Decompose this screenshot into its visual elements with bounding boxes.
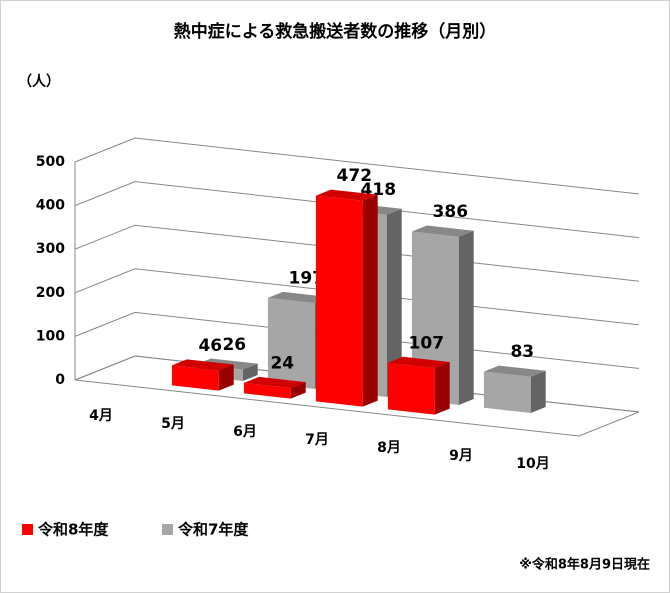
y-tick-label: 400 — [36, 198, 65, 214]
bar-side — [434, 361, 450, 415]
grid-line — [74, 181, 640, 239]
bar-side — [218, 364, 234, 391]
data-label: 197 — [289, 269, 325, 289]
bar-side — [386, 208, 402, 397]
note: ※令和8年8月9日現在 — [519, 557, 650, 573]
x-tick-label: 5月 — [161, 416, 185, 432]
y-tick-label: 200 — [36, 285, 65, 301]
bar-side — [290, 382, 306, 399]
data-label: 26 — [222, 335, 246, 355]
bar-front — [483, 371, 531, 413]
legend-label: 令和7年度 — [178, 521, 249, 539]
bar — [387, 356, 450, 415]
bar-front — [315, 195, 363, 407]
y-tick-label: 500 — [36, 154, 65, 170]
bar-front — [171, 365, 219, 391]
y-axis-label: （人） — [18, 73, 60, 90]
bar-side — [362, 194, 378, 407]
data-label: 107 — [409, 333, 445, 353]
bar-front — [267, 297, 315, 389]
bar-top — [387, 356, 450, 368]
bar-front — [243, 382, 291, 399]
x-tick-label: 4月 — [89, 408, 113, 424]
bar-top — [411, 225, 474, 237]
bar-side — [458, 230, 474, 405]
bar-side — [530, 370, 546, 413]
legend-label: 令和8年度 — [38, 521, 109, 539]
bar-top — [315, 189, 378, 201]
bar — [315, 189, 378, 407]
data-label: 472 — [337, 166, 373, 186]
x-tick-label: 8月 — [377, 440, 401, 456]
bar-top — [243, 376, 306, 389]
legend-swatch — [162, 524, 173, 535]
y-tick-label: 0 — [55, 372, 65, 388]
bar — [243, 376, 306, 399]
data-label: 46 — [198, 336, 222, 356]
data-label: 386 — [433, 202, 469, 222]
x-tick-label: 9月 — [449, 448, 473, 464]
bar-top — [171, 359, 234, 371]
bar-side — [242, 363, 258, 381]
legend-swatch — [22, 524, 33, 535]
x-tick-label: 7月 — [305, 432, 329, 448]
grid-line — [74, 137, 640, 195]
data-label: 83 — [510, 342, 534, 362]
x-tick-label: 10月 — [516, 456, 549, 472]
bar — [483, 365, 546, 413]
bar-top — [483, 365, 546, 377]
y-tick-label: 300 — [36, 241, 65, 257]
bar-front — [387, 362, 435, 415]
data-label: 24 — [270, 354, 294, 374]
bar — [171, 359, 234, 391]
y-tick-label: 100 — [36, 328, 65, 344]
chart-title: 熱中症による救急搬送者数の推移（月別） — [174, 21, 497, 42]
x-tick-label: 6月 — [233, 424, 257, 440]
bar-top — [267, 291, 330, 304]
